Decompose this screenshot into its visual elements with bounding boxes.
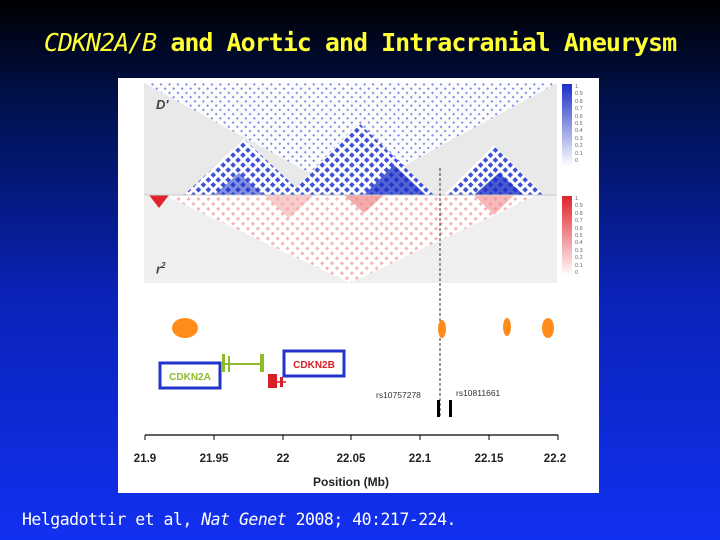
- cdkn2b-exon: [268, 374, 277, 388]
- x-axis-tick-label: 21.95: [200, 453, 229, 465]
- cdkn2a-exon: [222, 354, 225, 372]
- dprime-scale-label: 0.7: [575, 106, 583, 113]
- snp1-label: rs10757278: [376, 390, 421, 400]
- r2-scale-label: 0.1: [575, 262, 583, 269]
- ld-heatmap: D' r2: [144, 83, 557, 283]
- r2-scale-label: 0: [575, 270, 579, 277]
- slide-title: CDKN2A/B and Aortic and Intracranial Ane…: [0, 28, 720, 57]
- r2-scale-labels: 1 0.9 0.8 0.7 0.6 0.5 0.4 0.3 0.2 0.1 0: [575, 196, 583, 277]
- figure-panel: D' r2 1 0.9 0.8 0.7 0.6 0.5 0.4 0.3 0.2 …: [118, 78, 599, 493]
- r2-triangle-large: [164, 195, 537, 283]
- r2-scale-label: 1: [575, 196, 579, 202]
- recomb-hotspot: [172, 318, 198, 338]
- dprime-scale-label: 0.2: [575, 143, 583, 150]
- r2-block-2: [344, 195, 384, 213]
- r2-block-3: [474, 195, 514, 215]
- cdkn2b-box: [282, 349, 346, 378]
- dprime-block-5: [474, 173, 524, 195]
- dprime-color-scale: [562, 84, 572, 166]
- ld-heatmap-graphic: [144, 83, 557, 283]
- title-gene: CDKN2A/B: [43, 28, 157, 57]
- r2-block-4: [264, 195, 314, 218]
- citation-journal: Nat Genet: [201, 510, 287, 529]
- x-axis-tick-label: 22.05: [337, 453, 366, 465]
- r2-scale-label: 0.8: [575, 210, 583, 217]
- r2-label: r2: [156, 261, 166, 276]
- snp-marker-1: [437, 400, 440, 417]
- recomb-hotspot: [438, 320, 446, 338]
- gene-track: CDKN2A CDKN2B rs10757278 rs10811661 21.9…: [134, 168, 566, 489]
- r2-label-superscript: 2: [161, 261, 166, 270]
- recomb-hotspot: [542, 318, 554, 338]
- r2-scale-label: 0.3: [575, 247, 583, 254]
- x-axis-tick-label: 22: [277, 453, 290, 465]
- r2-color-scale: [562, 196, 572, 276]
- dprime-scale-label: 0.5: [575, 121, 583, 128]
- r2-scale-label: 0.5: [575, 233, 583, 240]
- x-axis-ticks: [144, 435, 559, 440]
- r2-scale-label: 0.4: [575, 240, 583, 247]
- dprime-scale-label: 0.3: [575, 135, 583, 142]
- x-axis-tick-label: 22.15: [475, 453, 504, 465]
- x-axis-tick-label: 22.2: [544, 453, 566, 465]
- snp2-label: rs10811661: [456, 388, 501, 398]
- dprime-scale-label: 0.1: [575, 150, 583, 157]
- citation-details: 2008; 40:217-224.: [295, 510, 457, 529]
- cdkn2a-label: CDKN2A: [169, 372, 211, 383]
- dprime-scale-labels: 1 0.9 0.8 0.7 0.6 0.5 0.4 0.3 0.2 0.1 0: [575, 84, 583, 165]
- dprime-block-3: [444, 145, 544, 195]
- dprime-scale-label: 0.6: [575, 113, 583, 120]
- dprime-block-6: [214, 173, 264, 195]
- citation-authors: Helgadottir et al,: [22, 510, 192, 529]
- cdkn2b-label: CDKN2B: [293, 360, 335, 371]
- r2-scale-label: 0.9: [575, 203, 583, 210]
- r2-scale-label: 0.7: [575, 218, 583, 225]
- citation: Helgadottir et al, Nat Genet 2008; 40:21…: [22, 510, 456, 529]
- x-axis-tick-label: 22.1: [409, 453, 432, 465]
- cdkn2a-exon: [228, 356, 230, 372]
- x-axis-tick-label: 21.9: [134, 453, 156, 465]
- dprime-scale-label: 0.8: [575, 98, 583, 105]
- dprime-block-4: [364, 165, 426, 195]
- dprime-scale-label: 0.4: [575, 128, 583, 135]
- r2-scale-label: 0.6: [575, 225, 583, 232]
- r2-scale-label: 0.2: [575, 255, 583, 262]
- cdkn2a-box: [158, 361, 222, 390]
- r2-label-text: r: [156, 261, 162, 277]
- dprime-scale-label: 0: [575, 158, 579, 165]
- dprime-block-1: [184, 139, 304, 195]
- r2-block-1: [149, 195, 169, 208]
- dprime-label: D': [156, 97, 169, 112]
- dprime-scale-label: 1: [575, 84, 579, 90]
- cdkn2b-exon: [280, 377, 283, 387]
- x-axis-tick-labels: 21.9 21.95 22 22.05 22.1 22.15 22.2: [134, 453, 566, 465]
- dprime-scale-label: 0.9: [575, 91, 583, 98]
- x-axis-label: Position (Mb): [313, 475, 389, 489]
- title-rest: and Aortic and Intracranial Aneurysm: [170, 28, 677, 57]
- snp-marker-2: [449, 400, 452, 417]
- cdkn2a-exon: [260, 354, 264, 372]
- recomb-hotspot: [503, 318, 511, 336]
